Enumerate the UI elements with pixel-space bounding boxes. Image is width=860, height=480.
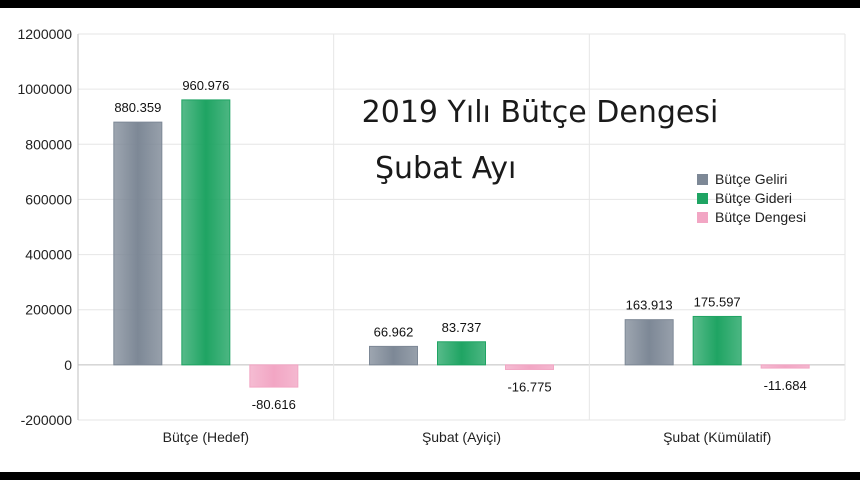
y-tick-label: 1200000: [17, 26, 72, 42]
y-tick-label: 1000000: [17, 81, 72, 97]
data-label: -16.775: [507, 379, 551, 394]
data-label: -11.684: [764, 378, 807, 393]
bar: [505, 364, 554, 370]
x-category-label: Şubat (Ayiçi): [422, 429, 501, 445]
bar: [181, 99, 231, 366]
legend-swatch: [697, 174, 708, 185]
data-label: 83.737: [442, 320, 482, 335]
chart-subtitle: Şubat Ayı: [375, 151, 516, 186]
y-tick-label: 200000: [25, 302, 72, 318]
legend-label: Bütçe Dengesi: [715, 209, 806, 225]
data-label: 163.913: [626, 298, 673, 313]
y-tick-label: 800000: [25, 136, 72, 152]
data-label: 880.359: [114, 100, 161, 115]
data-label: 960.976: [182, 78, 229, 93]
y-tick-label: 400000: [25, 247, 72, 263]
bar: [249, 364, 299, 388]
x-category-label: Bütçe (Hedef): [163, 429, 249, 445]
chart-title: 2019 Yılı Bütçe Dengesi: [362, 95, 719, 130]
data-label: -80.616: [252, 397, 296, 412]
data-labels: 880.359 960.976 -80.616 66.962 83.737 -16.775…: [114, 78, 806, 412]
bar: [760, 364, 810, 369]
bars: [113, 99, 810, 388]
y-tick-label: -200000: [21, 412, 73, 428]
y-axis-ticks: -200000 0 200000 400000 600000 800000 1000000 1…: [17, 26, 72, 428]
data-label: 66.962: [374, 324, 414, 339]
legend-swatch: [697, 212, 708, 223]
data-label: 175.597: [694, 294, 741, 309]
legend-label: Bütçe Geliri: [715, 171, 787, 187]
legend: Bütçe Geliri Bütçe Gideri Bütçe Dengesi: [697, 171, 806, 225]
bar: [113, 121, 163, 366]
x-axis-categories: Bütçe (Hedef) Şubat (Ayiçi) Şubat (Kümülat…: [163, 429, 772, 445]
bar: [437, 341, 486, 366]
legend-label: Bütçe Gideri: [715, 190, 792, 206]
bar: [692, 315, 742, 366]
bar: [624, 319, 674, 366]
legend-swatch: [697, 193, 708, 204]
y-tick-label: 600000: [25, 191, 72, 207]
y-tick-label: 0: [64, 357, 72, 373]
bar: [369, 345, 418, 366]
x-category-label: Şubat (Kümülatif): [663, 429, 771, 445]
